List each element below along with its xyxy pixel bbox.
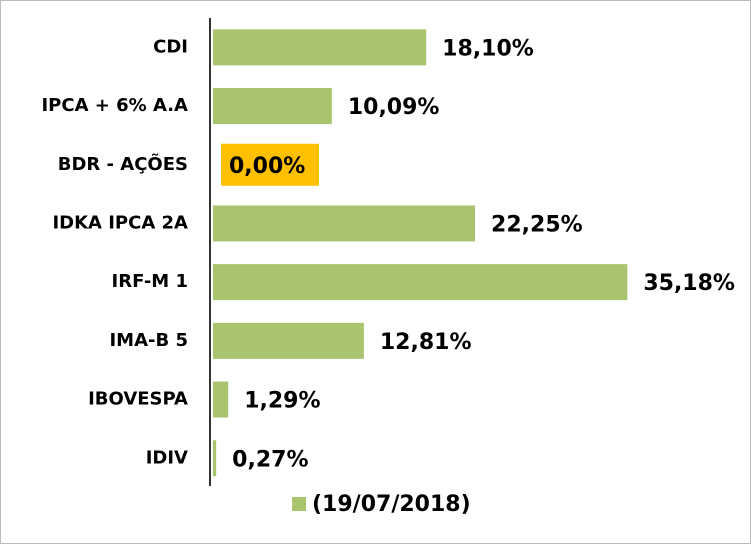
y-tick-label: IPCA + 6% A.A <box>41 95 188 116</box>
value-label: 1,29% <box>244 389 320 414</box>
y-tick-label: BDR - AÇÕES <box>58 152 188 175</box>
value-label: 0,00% <box>229 154 305 179</box>
value-label: 0,27% <box>232 447 308 472</box>
legend-swatch <box>292 497 306 511</box>
y-tick-label: CDI <box>153 36 188 57</box>
bar <box>213 264 628 301</box>
value-label: 35,18% <box>643 271 735 296</box>
y-tick-label: IBOVESPA <box>88 389 188 410</box>
bar <box>213 322 364 359</box>
bar <box>213 381 229 418</box>
y-tick-label: IRF-M 1 <box>112 271 188 292</box>
bar <box>213 205 476 242</box>
y-tick-label: IDKA IPCA 2A <box>52 212 188 233</box>
value-label: 12,81% <box>380 330 472 355</box>
label-highlight <box>221 143 319 186</box>
value-label: 10,09% <box>348 95 440 120</box>
bar <box>213 440 217 477</box>
legend-label: (19/07/2018) <box>312 492 471 517</box>
y-tick-label: IMA-B 5 <box>109 330 188 351</box>
bar <box>213 29 427 66</box>
bar <box>213 88 332 125</box>
y-tick-label: IDIV <box>146 447 188 468</box>
value-label: 18,10% <box>442 36 534 61</box>
value-label: 22,25% <box>491 212 583 237</box>
